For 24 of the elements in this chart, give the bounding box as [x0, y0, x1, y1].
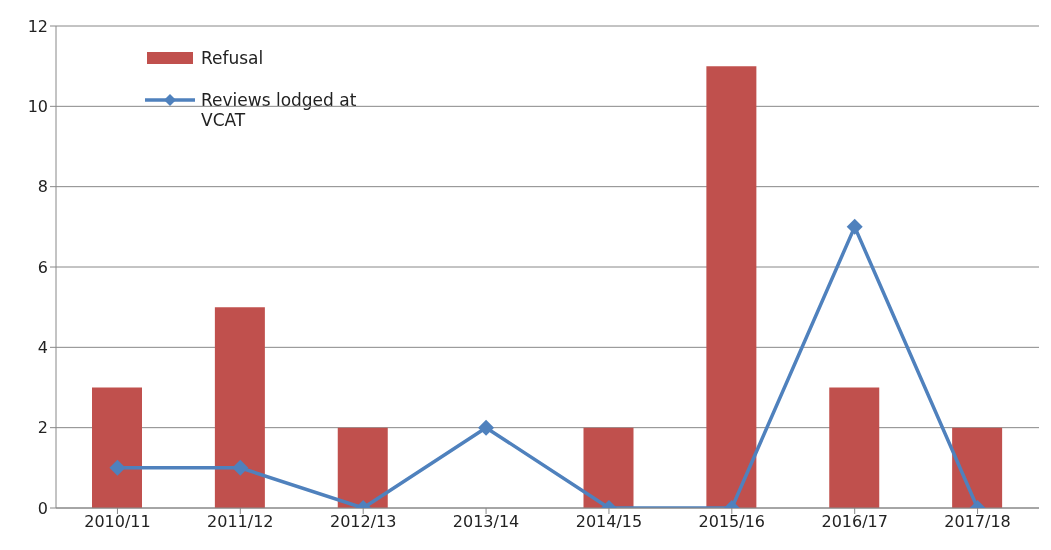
bar	[706, 66, 757, 508]
x-tick-label: 2010/11	[84, 512, 151, 532]
x-tick-label: 2015/16	[698, 512, 766, 532]
y-tick-label: 6	[37, 257, 48, 277]
bar	[952, 427, 1003, 508]
bar	[214, 307, 265, 508]
bar	[337, 427, 388, 508]
x-tick-label: 2011/12	[207, 512, 274, 532]
bar	[583, 427, 634, 508]
y-tick-label: 8	[37, 177, 48, 197]
x-tick-label: 2012/13	[329, 512, 397, 532]
y-tick-label: 4	[37, 338, 48, 358]
y-tick-label: 10	[27, 97, 48, 117]
x-tick-label: 2014/15	[575, 512, 643, 532]
x-tick-label: 2017/18	[944, 512, 1011, 532]
y-tick-label: 12	[27, 16, 48, 36]
legend-label: Refusal	[201, 48, 264, 68]
x-tick-label: 2016/17	[821, 512, 888, 532]
x-tick-label: 2013/14	[452, 512, 520, 532]
bar	[92, 387, 142, 508]
legend-label: Reviews lodged at VCAT	[201, 90, 358, 130]
bar	[829, 387, 880, 508]
y-tick-label: 0	[37, 498, 48, 518]
y-tick-label: 2	[37, 418, 48, 438]
